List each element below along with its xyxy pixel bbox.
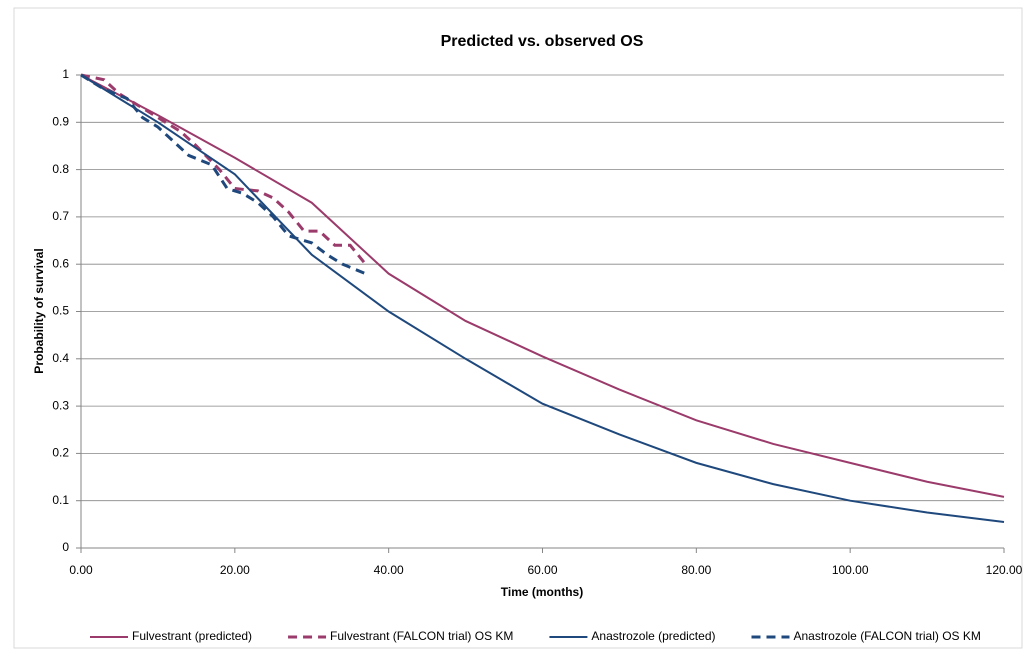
legend-label: Anastrozole (predicted): [591, 629, 715, 643]
series-line: [80, 74, 1005, 523]
y-tick-label: 0.7: [52, 209, 69, 223]
x-axis-title: Time (months): [501, 585, 583, 599]
series-line: [80, 74, 1005, 498]
y-tick-label: 0.2: [52, 446, 69, 460]
x-tick-label: 100.00: [832, 563, 869, 577]
y-tick-label: 1: [62, 67, 69, 81]
x-tick-label: 0.00: [69, 563, 93, 577]
x-tick-label: 80.00: [681, 563, 711, 577]
x-tick-label: 40.00: [374, 563, 404, 577]
x-tick-label: 20.00: [220, 563, 250, 577]
x-tick-label: 60.00: [527, 563, 557, 577]
y-tick-label: 0.4: [52, 351, 69, 365]
series-line: [80, 73, 367, 276]
y-tick-label: 0.3: [52, 398, 69, 412]
y-tick-label: 0.6: [52, 256, 69, 270]
y-tick-label: 0.5: [52, 304, 69, 318]
y-axis-title: Probability of survival: [32, 248, 46, 373]
chart-border: [13, 7, 1023, 649]
legend: Fulvestrant (predicted) Fulvestrant (FALC…: [90, 629, 981, 643]
legend-label: Fulvestrant (predicted): [132, 629, 252, 643]
x-tick-label: 120.00: [986, 563, 1023, 577]
chart-title: Predicted vs. observed OS: [441, 33, 644, 50]
y-tick-label: 0.1: [52, 493, 69, 507]
legend-label: Anastrozole (FALCON trial) OS KM: [793, 629, 980, 643]
legend-label: Fulvestrant (FALCON trial) OS KM: [330, 629, 513, 643]
y-tick-label: 0: [62, 540, 69, 554]
series-line: [80, 73, 367, 266]
y-tick-label: 0.8: [52, 162, 69, 176]
y-tick-label: 0.9: [52, 114, 69, 128]
